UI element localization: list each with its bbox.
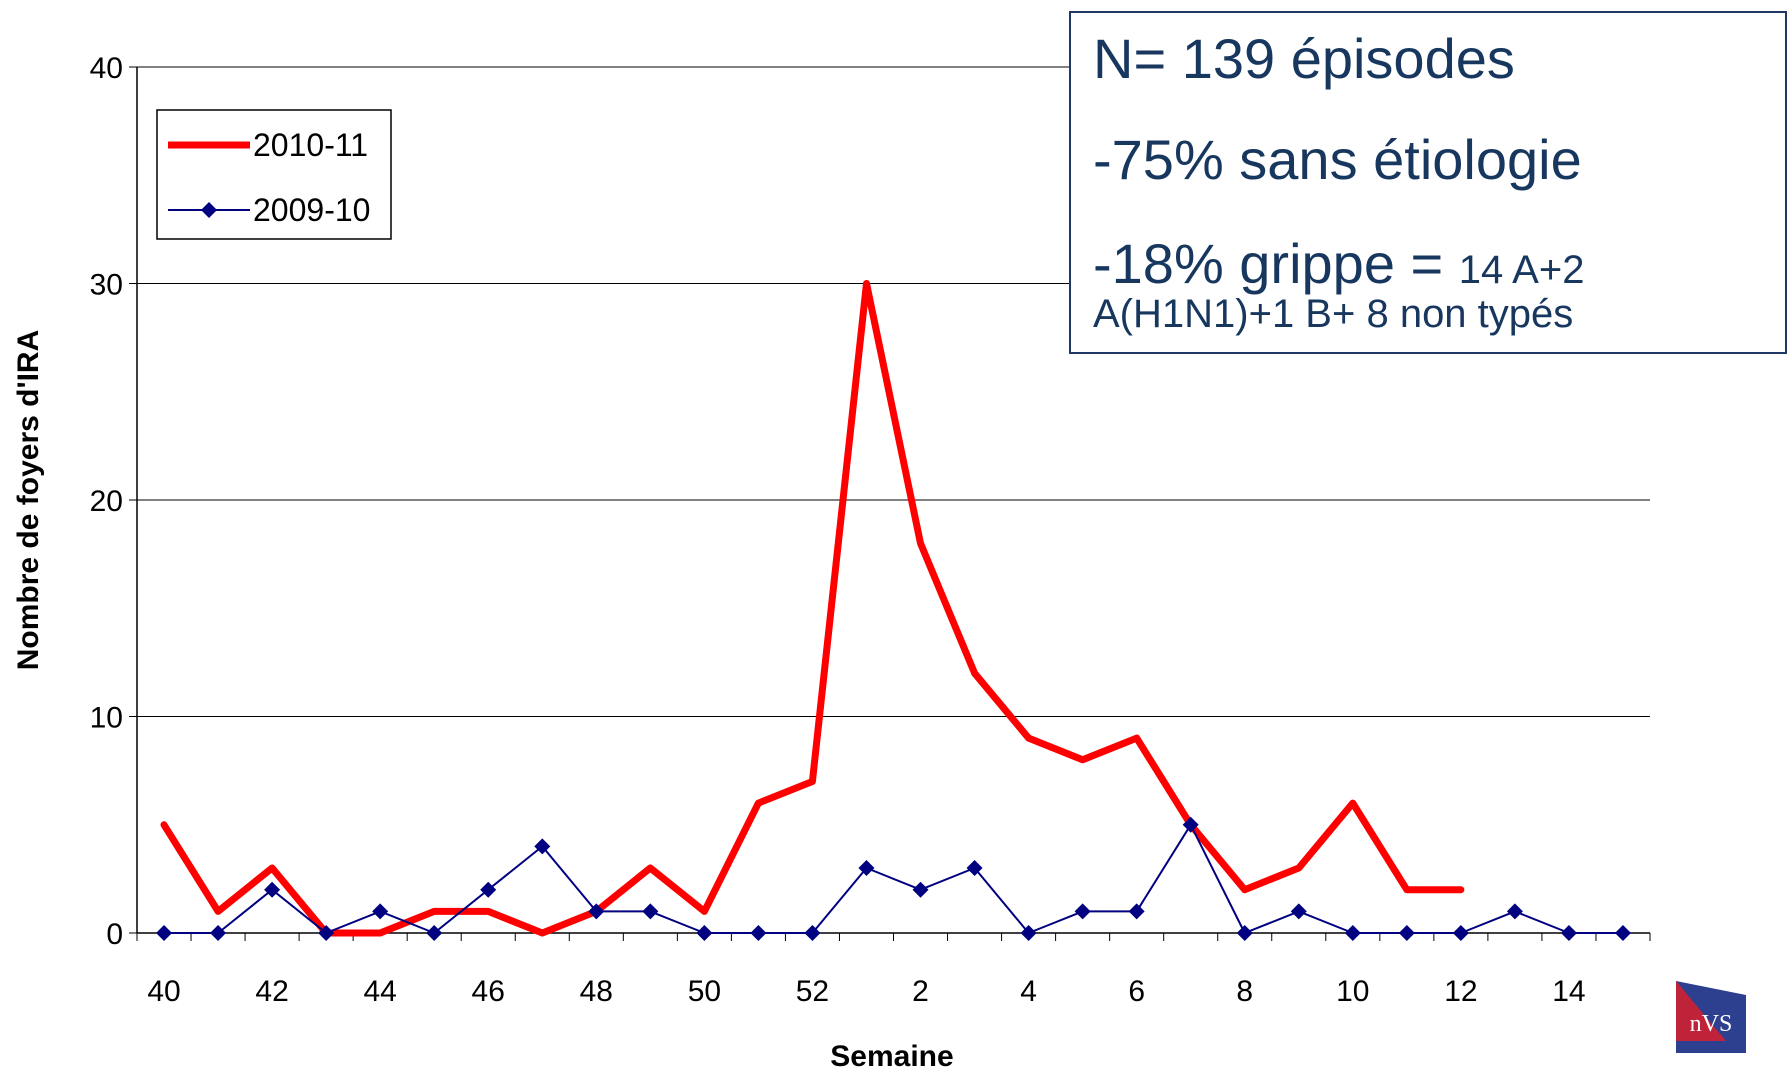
x-tick-label: 4 — [1020, 975, 1037, 1008]
y-tick-labels: 0 10 20 30 40 — [90, 52, 123, 951]
x-tick-label: 14 — [1552, 975, 1585, 1008]
summary-no-etiology: -75% sans étiologie — [1093, 128, 1582, 191]
x-tick-label: 40 — [147, 975, 180, 1008]
data-point — [588, 903, 605, 920]
x-tick-label: 52 — [796, 975, 829, 1008]
data-point — [912, 881, 929, 898]
series-group — [156, 280, 1631, 941]
data-point — [426, 925, 443, 941]
summary-flu-main: -18% grippe = — [1093, 232, 1459, 295]
y-tick-label: 40 — [90, 52, 123, 85]
x-tick-label: 10 — [1336, 975, 1369, 1008]
y-axis-label: Nombre de foyers d'IRA — [12, 330, 45, 671]
x-tick-label: 8 — [1236, 975, 1253, 1008]
data-point — [534, 838, 551, 855]
summary-box: N= 139 épisodes -75% sans étiologie -18%… — [1069, 11, 1787, 354]
data-point — [1236, 925, 1253, 941]
x-tick-label: 2 — [912, 975, 929, 1008]
data-point — [156, 925, 173, 941]
data-point — [318, 925, 335, 941]
invs-logo: nVS — [1676, 981, 1746, 1053]
data-point — [1506, 903, 1523, 920]
data-point — [966, 860, 983, 877]
series-2010-11 — [160, 280, 1465, 937]
legend: 2010-11 2009-10 — [156, 109, 392, 240]
x-tick-label: 12 — [1444, 975, 1477, 1008]
x-tick-labels: 40 42 44 46 48 50 52 2 4 6 8 10 12 14 — [147, 975, 1585, 1008]
data-point — [1344, 925, 1361, 941]
data-point — [1614, 925, 1631, 941]
x-axis-label: Semaine — [830, 1040, 953, 1072]
logo-text: nVS — [1690, 1011, 1733, 1037]
data-point — [696, 925, 713, 941]
data-point — [1020, 925, 1037, 941]
data-point — [372, 903, 389, 920]
data-point — [858, 860, 875, 877]
y-tick-label: 0 — [106, 918, 123, 951]
data-point — [750, 925, 767, 941]
summary-episodes: N= 139 épisodes — [1093, 27, 1515, 90]
data-point — [1398, 925, 1415, 941]
series-2009-10 — [156, 816, 1631, 941]
x-tick-label: 42 — [255, 975, 288, 1008]
series-line-2010-11 — [160, 280, 1465, 937]
data-point — [1560, 925, 1577, 941]
data-point — [1074, 903, 1091, 920]
legend-label-2010-11: 2010-11 — [253, 127, 368, 163]
summary-flu: -18% grippe = 14 A+2 — [1093, 236, 1785, 292]
summary-flu-types: A(H1N1)+1 B+ 8 non typés — [1093, 292, 1574, 336]
x-tick-label: 50 — [688, 975, 721, 1008]
summary-flu-detail: 14 A+2 — [1458, 248, 1585, 292]
legend-label-2009-10: 2009-10 — [253, 192, 370, 228]
x-tick-label: 44 — [363, 975, 396, 1008]
data-point — [1128, 903, 1145, 920]
data-point — [480, 881, 497, 898]
series-line-2009-10 — [163, 823, 1624, 934]
data-point — [264, 881, 281, 898]
y-tick-label: 10 — [90, 702, 123, 735]
data-point — [1182, 816, 1199, 833]
data-point — [804, 925, 821, 941]
data-point — [1290, 903, 1307, 920]
data-point — [1452, 925, 1469, 941]
legend-marker-diamond — [201, 202, 217, 218]
data-point — [642, 903, 659, 920]
y-tick-label: 30 — [90, 269, 123, 302]
y-tick-label: 20 — [90, 485, 123, 518]
x-tick-label: 6 — [1128, 975, 1145, 1008]
x-tick-label: 48 — [580, 975, 613, 1008]
x-tick-label: 46 — [472, 975, 505, 1008]
data-point — [210, 925, 227, 941]
legend-frame — [156, 109, 392, 240]
